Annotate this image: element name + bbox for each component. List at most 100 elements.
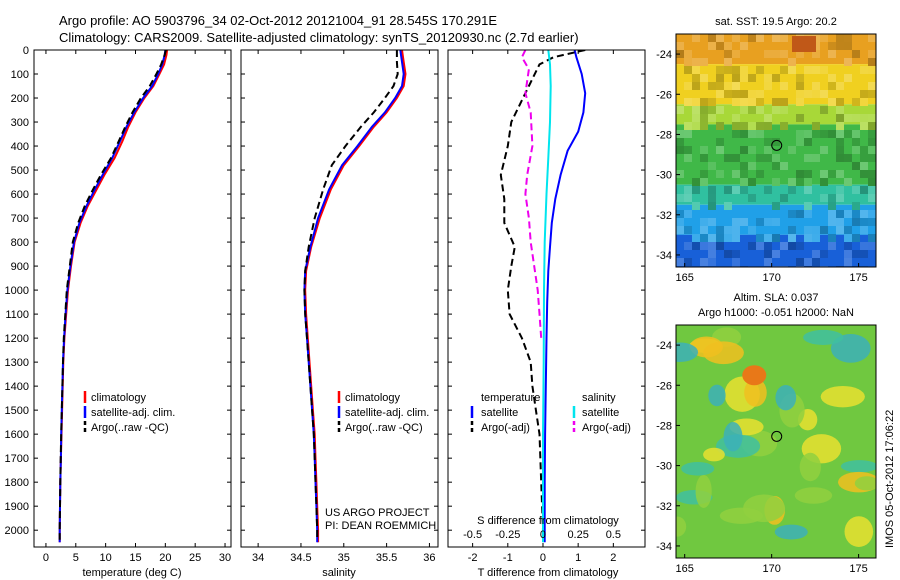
sla-blob — [681, 461, 715, 476]
map-x-tick-label: 175 — [849, 272, 867, 284]
map-y-tick-label: -26 — [656, 380, 672, 392]
sst-cell — [764, 82, 772, 90]
map-y-tick-label: -24 — [656, 340, 672, 352]
sst-cell — [836, 82, 844, 90]
sla-blob — [744, 378, 767, 407]
sst-cell — [780, 106, 788, 114]
sst-cell — [716, 106, 724, 114]
salinity-axes-box — [240, 49, 439, 548]
y-tick-label: 1600 — [5, 429, 29, 441]
sst-cell — [692, 34, 700, 42]
x-tick-label: 34 — [252, 552, 264, 564]
sla-blob — [844, 516, 874, 547]
sst-cell — [724, 154, 732, 162]
sst-cell — [764, 50, 772, 58]
sst-cell — [836, 122, 844, 130]
sst-cell — [844, 34, 852, 42]
sst-cell — [708, 218, 716, 226]
sst-cell — [692, 106, 700, 114]
sst-cell — [844, 250, 852, 258]
sst-cell — [724, 58, 732, 66]
sst-cell — [684, 82, 692, 90]
y-tick-label: 400 — [11, 141, 29, 153]
sla-blob — [689, 336, 723, 358]
depth-tick-labels: 0 100 200 300 400 500 600 700 800 900 1000 1100 1200… — [5, 45, 645, 537]
x-tick-label: 15 — [129, 552, 141, 564]
sst-cell — [708, 194, 716, 202]
sst-cell — [844, 242, 852, 250]
sst-cell — [836, 154, 844, 162]
sst-cell — [700, 98, 708, 106]
sst-cell — [804, 90, 812, 98]
sst-cell — [812, 122, 820, 130]
sla-blob — [803, 329, 844, 345]
sst-cell — [748, 162, 756, 170]
sst-cell — [844, 178, 852, 186]
y-tick-label: 1700 — [5, 453, 29, 465]
sst-cell — [796, 210, 804, 218]
sst-cell — [828, 74, 836, 82]
sst-cell — [692, 66, 700, 74]
sst-cell — [780, 194, 788, 202]
sst-cell — [860, 242, 868, 250]
map-y-tick-label: -24 — [656, 49, 672, 61]
sst-cell — [692, 242, 700, 250]
sst-cell — [860, 114, 868, 122]
sst-cell — [692, 234, 700, 242]
sst-cell — [764, 186, 772, 194]
sst-cell — [684, 98, 692, 106]
sst-cell — [724, 234, 732, 242]
sst-cell — [772, 218, 780, 226]
sst-cell — [756, 66, 764, 74]
sst-cell — [732, 114, 740, 122]
difference-panel: -2 -1 0 1 2 -0.5 -0.25 0 0.25 0.5 S difference f… — [447, 49, 646, 579]
legend-header-temperature: temperature — [481, 392, 540, 404]
sst-cell — [844, 58, 852, 66]
sst-cell — [748, 90, 756, 98]
sst-cell — [796, 74, 804, 82]
sst-cell — [764, 154, 772, 162]
sst-cell — [772, 74, 780, 82]
temperature-tick-labels: 0 5 10 15 20 25 30 — [43, 50, 231, 564]
sst-cell — [868, 50, 876, 58]
sst-cell — [692, 114, 700, 122]
sst-cell — [844, 258, 852, 266]
sst-cell — [860, 250, 868, 258]
sst-cell — [732, 90, 740, 98]
temperature-xlabel: temperature (deg C) — [82, 567, 181, 579]
sst-cell — [780, 82, 788, 90]
x-tick-label: 0 — [540, 552, 546, 564]
sst-cell — [724, 50, 732, 58]
sst-cell — [772, 138, 780, 146]
sst-cell — [676, 138, 684, 146]
sst-cell — [820, 178, 828, 186]
sst-cell — [820, 106, 828, 114]
legend-label: climatology — [345, 392, 401, 404]
sla-blob — [703, 447, 725, 462]
sst-cell — [836, 146, 844, 154]
sst-cell — [684, 66, 692, 74]
sst-cell — [796, 178, 804, 186]
sst-cell — [828, 194, 836, 202]
sst-cell — [740, 106, 748, 114]
sst-cell — [716, 226, 724, 234]
sst-cell — [852, 186, 860, 194]
sst-cell — [796, 130, 804, 138]
sst-cell — [852, 146, 860, 154]
sst-cell — [796, 138, 804, 146]
sst-cell — [788, 146, 796, 154]
sla-map: Altim. SLA: 0.037 Argo h1000: -0.051 h20… — [656, 292, 877, 575]
sst-cell — [684, 226, 692, 234]
series-line — [58, 50, 167, 543]
sst-cell — [756, 234, 764, 242]
sst-cell — [804, 170, 812, 178]
sst-cell — [868, 34, 876, 42]
sst-cell — [764, 258, 772, 266]
sst-warm-patch — [792, 36, 816, 52]
sst-cell — [740, 218, 748, 226]
sst-cell — [820, 34, 828, 42]
sst-cell — [852, 50, 860, 58]
argo-location-marker — [771, 139, 783, 151]
sst-cell — [780, 242, 788, 250]
sst-cell — [804, 178, 812, 186]
